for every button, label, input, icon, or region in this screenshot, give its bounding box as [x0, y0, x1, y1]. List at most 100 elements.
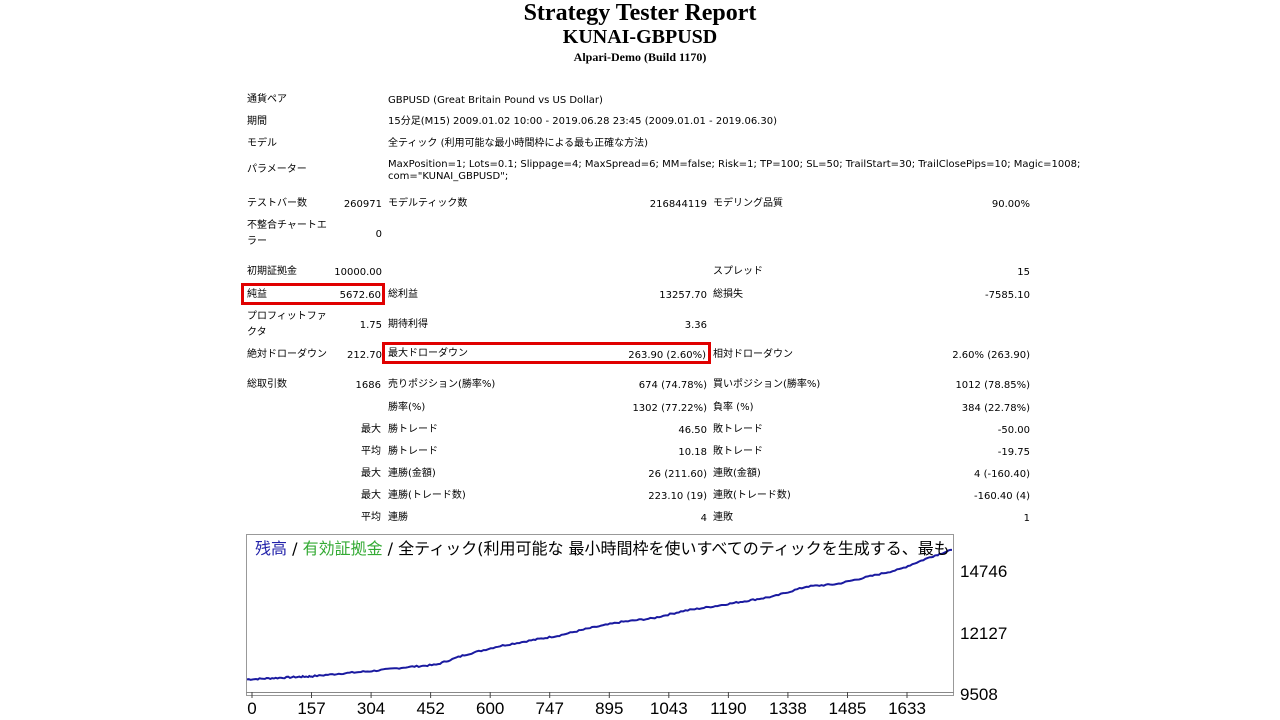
- loss-rate-label: 負率 (%): [713, 402, 754, 413]
- legend-balance: 残高: [255, 539, 288, 558]
- trades-label: 総取引数: [247, 379, 287, 390]
- pair-label: 通貨ペア: [247, 94, 287, 105]
- cons-win-trd-label: 連勝(トレード数): [388, 490, 466, 501]
- cons-loss-amt-value: 4 (-160.40): [974, 469, 1030, 480]
- x-tick-label: 1190: [710, 699, 747, 718]
- spread-label: スプレッド: [713, 266, 763, 277]
- y-tick-label: 12127: [960, 624, 1008, 643]
- legend-separator-2: /: [382, 539, 399, 558]
- max-word-3: 最大: [361, 490, 381, 501]
- gross-profit-value: 13257.70: [659, 290, 707, 301]
- net-value: 5672.60: [339, 290, 381, 301]
- x-axis: [246, 692, 954, 698]
- deposit-value: 10000.00: [334, 267, 382, 278]
- net-label: 純益: [247, 289, 267, 300]
- cons-win-trd-value: 223.10 (19): [648, 491, 707, 502]
- max-word-1: 最大: [361, 424, 381, 435]
- long-value: 1012 (78.85%): [955, 380, 1030, 391]
- max-loss-value: -50.00: [997, 425, 1030, 436]
- gross-profit-label: 総利益: [388, 289, 418, 300]
- quality-label: モデリング品質: [713, 198, 783, 209]
- avg-cons-win-label: 連勝: [388, 512, 408, 523]
- mismatch-value: 0: [375, 229, 382, 240]
- loss-rate-value: 384 (22.78%): [961, 403, 1030, 414]
- avg-cons-loss-value: 1: [1023, 513, 1030, 524]
- cons-loss-trd-value: -160.40 (4): [974, 491, 1030, 502]
- short-label: 売りポジション(勝率%): [388, 379, 496, 390]
- report-symbol: KUNAI-GBPUSD: [562, 26, 718, 48]
- bars-label: テストバー数: [247, 198, 307, 209]
- gross-loss-label: 総損失: [713, 289, 743, 300]
- x-tick-label: 1338: [768, 699, 807, 718]
- max-dd-value: 263.90 (2.60%): [628, 350, 706, 361]
- avg-cons-win-value: 4: [700, 513, 707, 524]
- model-value: 全ティック (利用可能な最小時間枠による最も正確な方法): [388, 138, 649, 149]
- max-dd-highlight: [382, 342, 711, 364]
- avg-win-label: 勝トレード: [388, 446, 438, 457]
- balance-chart: 残高 / 有効証拠金 / 全ティック(利用可能な 最小時間枠を使いすべてのティッ…: [246, 534, 954, 696]
- ticks-value: 216844119: [649, 199, 707, 210]
- period-label: 期間: [247, 116, 267, 127]
- max-win-value: 46.50: [678, 425, 707, 436]
- gross-loss-value: -7585.10: [985, 290, 1030, 301]
- x-tick-label: 895: [595, 699, 624, 718]
- max-loss-label: 敗トレード: [713, 424, 763, 435]
- pf-value: 1.75: [359, 320, 382, 331]
- cons-win-amt-value: 26 (211.60): [648, 469, 707, 480]
- model-label: モデル: [247, 138, 277, 149]
- expected-value: 3.36: [684, 320, 707, 331]
- report-server: Alpari-Demo (Build 1170): [573, 50, 707, 64]
- x-tick-label: 1043: [649, 699, 688, 718]
- y-tick-label: 9508: [960, 685, 998, 704]
- short-value: 674 (74.78%): [638, 380, 707, 391]
- period-value: 15分足(M15) 2009.01.02 10:00 - 2019.06.28 …: [388, 116, 777, 127]
- balance-chart-plot: [247, 548, 952, 681]
- legend-equity: 有効証拠金: [302, 539, 383, 558]
- long-label: 買いポジション(勝率%): [713, 379, 821, 390]
- x-tick-label: 1633: [888, 699, 926, 718]
- balance-line: [247, 548, 952, 681]
- x-tick-label: 747: [535, 699, 564, 718]
- params-label: パラメーター: [247, 164, 307, 175]
- legend-separator-1: /: [287, 539, 303, 558]
- max-word-2: 最大: [361, 468, 381, 479]
- report-title: Strategy Tester Report: [523, 0, 757, 26]
- mismatch-label: 不整合チャートエ: [247, 220, 327, 231]
- abs-dd-value: 212.70: [347, 350, 382, 361]
- x-tick-label: 600: [475, 699, 505, 718]
- pf-label: プロフィットファ: [247, 311, 327, 322]
- max-win-label: 勝トレード: [388, 424, 438, 435]
- params-line-2: com="KUNAI_GBPUSD";: [388, 171, 509, 182]
- x-tick-label: 1485: [828, 699, 867, 718]
- mismatch-label-2: ラー: [247, 236, 267, 247]
- avg-win-value: 10.18: [678, 447, 707, 458]
- cons-loss-trd-label: 連敗(トレード数): [713, 490, 791, 501]
- max-dd-label: 最大ドローダウン: [388, 348, 468, 359]
- avg-loss-label: 敗トレード: [713, 446, 763, 457]
- chart-legend: 残高 / 有効証拠金 / 全ティック(利用可能な 最小時間枠を使いすべてのティッ…: [255, 539, 950, 559]
- params-line-1: MaxPosition=1; Lots=0.1; Slippage=4; Max…: [388, 159, 1081, 170]
- cons-loss-amt-label: 連敗(金額): [713, 468, 761, 479]
- deposit-label: 初期証拠金: [247, 266, 297, 277]
- win-rate-label: 勝率(%): [388, 402, 426, 413]
- x-tick-label: 304: [356, 699, 386, 718]
- pair-value: GBPUSD (Great Britain Pound vs US Dollar…: [388, 95, 603, 106]
- avg-cons-loss-label: 連敗: [713, 512, 733, 523]
- expected-label: 期待利得: [388, 319, 428, 330]
- quality-value: 90.00%: [991, 199, 1030, 210]
- avg-word-1: 平均: [361, 446, 381, 457]
- spread-value: 15: [1017, 267, 1030, 278]
- x-tick-label: 0: [247, 699, 257, 718]
- net-profit-highlight: [241, 283, 385, 305]
- avg-word-2: 平均: [361, 512, 381, 523]
- rel-dd-label: 相対ドローダウン: [713, 349, 793, 360]
- x-tick-label: 157: [297, 699, 326, 718]
- x-tick-label: 452: [416, 699, 445, 718]
- y-tick-label: 14746: [960, 562, 1008, 581]
- cons-win-amt-label: 連勝(金額): [388, 468, 436, 479]
- bars-value: 260971: [343, 199, 382, 210]
- win-rate-value: 1302 (77.22%): [632, 403, 707, 414]
- ticks-label: モデルティック数: [388, 198, 468, 209]
- abs-dd-label: 絶対ドローダウン: [247, 349, 327, 360]
- legend-model: 全ティック(利用可能な 最小時間枠を使いすべてのティックを生成する、最も: [398, 539, 950, 558]
